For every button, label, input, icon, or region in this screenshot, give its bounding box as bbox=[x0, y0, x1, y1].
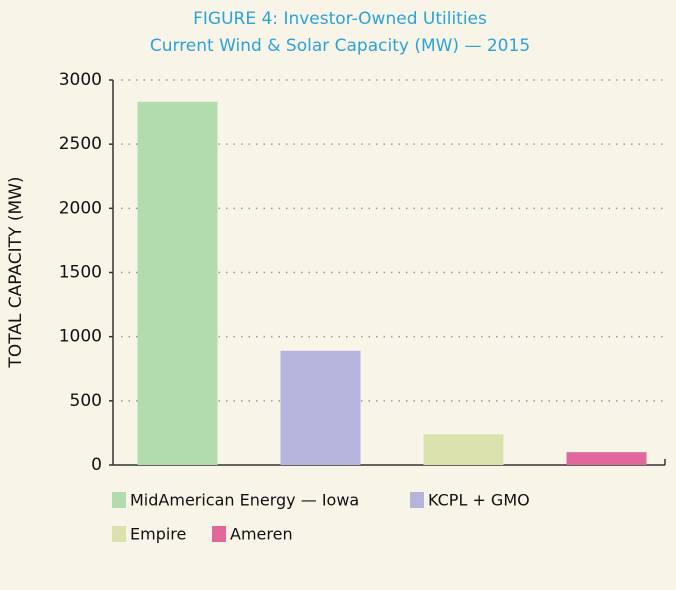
y-tick-label: 500 bbox=[70, 391, 102, 411]
y-tick-label: 2500 bbox=[59, 134, 102, 154]
legend-swatch bbox=[112, 492, 126, 508]
legend-label: MidAmerican Energy — Iowa bbox=[130, 491, 359, 510]
legend-label: Empire bbox=[130, 525, 186, 544]
legend-swatch bbox=[410, 492, 424, 508]
legend-swatch bbox=[212, 526, 226, 542]
chart-subtitle: Current Wind & Solar Capacity (MW) — 201… bbox=[150, 36, 530, 56]
chart-title: FIGURE 4: Investor-Owned Utilities bbox=[193, 9, 487, 29]
legend-swatch bbox=[112, 526, 126, 542]
bar bbox=[137, 101, 218, 466]
y-tick-label: 1000 bbox=[59, 327, 102, 347]
y-tick-label: 0 bbox=[91, 455, 102, 475]
y-tick-label: 2000 bbox=[59, 198, 102, 218]
y-tick-label: 3000 bbox=[59, 70, 102, 90]
bar bbox=[280, 350, 361, 465]
y-tick-label: 1500 bbox=[59, 263, 102, 283]
y-axis-label: TOTAL CAPACITY (MW) bbox=[6, 176, 26, 368]
legend-label: KCPL + GMO bbox=[428, 491, 530, 510]
legend-label: Ameren bbox=[230, 525, 293, 544]
bar bbox=[566, 452, 647, 465]
bar bbox=[423, 434, 504, 465]
